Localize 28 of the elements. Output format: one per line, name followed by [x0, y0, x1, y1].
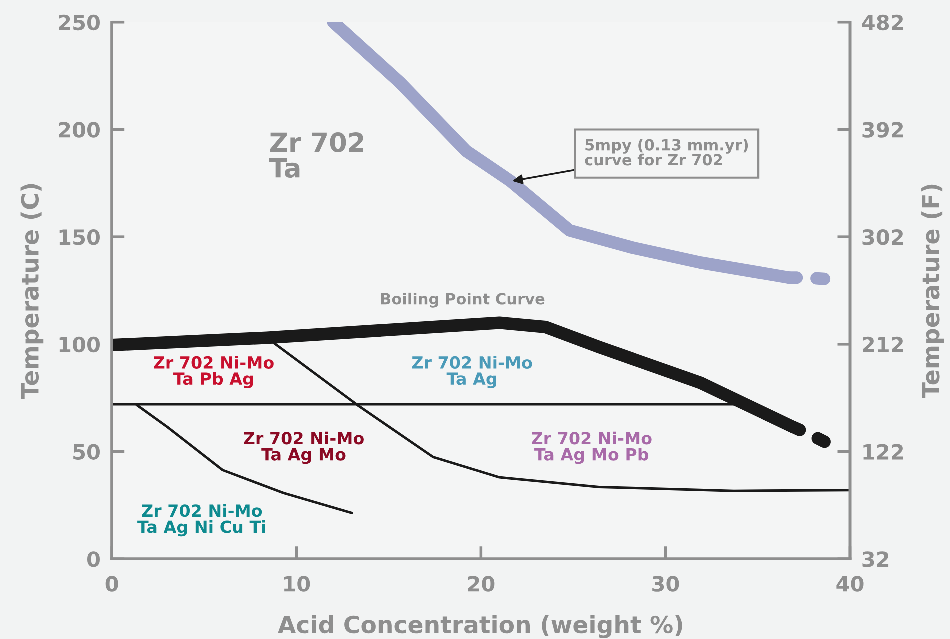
- y-axis-title: Temperature (C): [20, 184, 44, 400]
- annotation: 5mpy (0.13 mm.yr) curve for Zr 702: [585, 139, 748, 166]
- y2-tick-label: 32: [862, 552, 889, 568]
- y-tick-label: 0: [87, 552, 100, 568]
- annotation: Zr 702 Ni-Mo Ta Ag: [412, 356, 532, 389]
- y2-tick-label: 122: [864, 444, 904, 460]
- y-tick-label: 250: [59, 14, 100, 31]
- x-tick-label: 30: [652, 576, 680, 592]
- y2-tick-label: 212: [863, 336, 904, 352]
- annotation: Boiling Point Curve: [381, 292, 545, 308]
- y-tick-label: 200: [59, 122, 100, 138]
- annotation: Zr 702 Ni-Mo Ta Ag Mo Pb: [532, 432, 652, 464]
- annotation: Zr 702 Ni-Mo Ta Ag Mo: [244, 432, 364, 464]
- y-tick-label: 50: [74, 444, 100, 460]
- y-tick-label: 150: [60, 230, 100, 246]
- x-tick-label: 10: [284, 576, 310, 592]
- y2-axis-title: Temperature (F): [922, 184, 944, 399]
- annotation: Zr 702 Ni-Mo Ta Ag Ni Cu Ti: [138, 504, 266, 537]
- y2-tick-label: 302: [862, 230, 904, 246]
- y2-tick-label: 392: [862, 122, 904, 138]
- y2-tick-label: 482: [862, 14, 904, 31]
- annotation: Zr 702 Ni-Mo Ta Pb Ag: [154, 356, 274, 389]
- annotation: Zr 702 Ta: [269, 132, 364, 178]
- x-tick-label: 40: [836, 576, 864, 592]
- y-tick-label: 100: [60, 336, 100, 353]
- x-tick-label: 0: [106, 576, 118, 592]
- x-axis-title: Acid Concentration (weight %): [278, 615, 682, 638]
- x-tick-label: 20: [468, 576, 495, 592]
